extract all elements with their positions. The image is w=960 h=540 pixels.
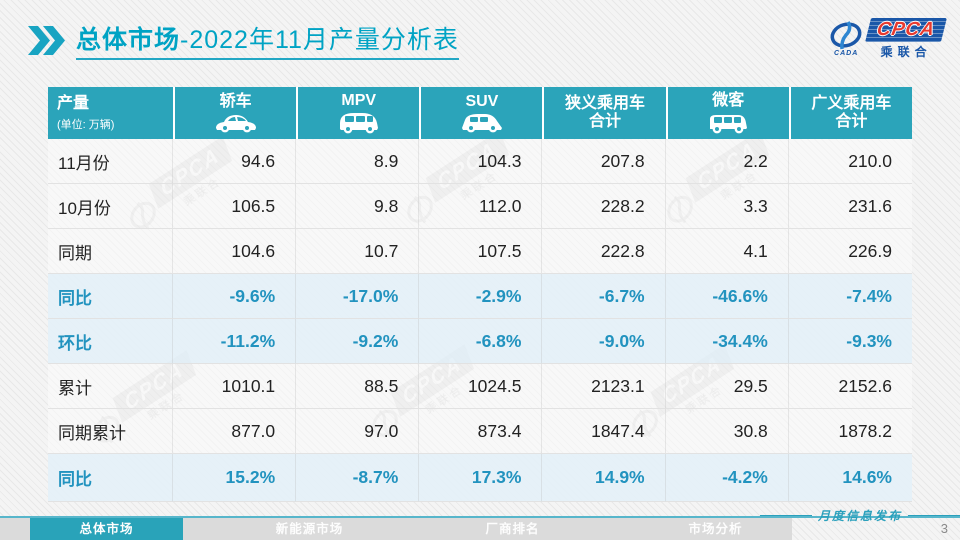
cell-value: -34.4%: [665, 319, 789, 364]
cell-value: 1847.4: [542, 409, 666, 454]
row-label: 10月份: [48, 184, 173, 229]
cell-value: 207.8: [542, 139, 666, 184]
caption-line: [760, 515, 812, 516]
table-row: 同比 -9.6% -17.0% -2.9% -6.7% -46.6% -7.4%: [48, 274, 912, 319]
cell-value: -7.4%: [788, 274, 912, 319]
minibus-icon: [710, 115, 748, 134]
cell-value: 877.0: [173, 409, 297, 454]
cell-value: 88.5: [296, 364, 420, 409]
cell-value: 2152.6: [788, 364, 912, 409]
cell-value: 17.3%: [419, 454, 543, 502]
cell-value: -17.0%: [296, 274, 420, 319]
page-title: 总体市场-2022年11月产量分析表: [76, 26, 459, 60]
cell-value: -6.7%: [542, 274, 666, 319]
cell-value: 222.8: [542, 229, 666, 274]
title-rest: -2022年11月产量分析表: [180, 26, 459, 54]
cell-value: -2.9%: [419, 274, 543, 319]
row-label: 同期: [48, 229, 173, 274]
row-label: 11月份: [48, 139, 173, 184]
table-row: 10月份 106.5 9.8 112.0 228.2 3.3 231.6: [48, 184, 912, 229]
tab-overall-market[interactable]: 总体市场: [30, 518, 183, 540]
cell-value: 1024.5: [419, 364, 543, 409]
cell-value: 228.2: [542, 184, 666, 229]
cell-value: 107.5: [419, 229, 543, 274]
cell-value: 2123.1: [542, 364, 666, 409]
table-row: 11月份 94.6 8.9 104.3 207.8 2.2 210.0: [48, 139, 912, 184]
cpca-logo: CADA CPCA 乘联合: [828, 18, 947, 60]
tab-market-analysis[interactable]: 市场分析: [688, 522, 743, 536]
logo-subtitle: 乘联合: [880, 45, 932, 59]
row-label: 环比: [48, 319, 173, 364]
cell-value: 29.5: [665, 364, 789, 409]
row-label: 同期累计: [48, 409, 173, 454]
cell-value: 14.6%: [788, 454, 912, 502]
cell-value: 1878.2: [788, 409, 912, 454]
tab-nev-market[interactable]: 新能源市场: [275, 522, 344, 536]
caption-line: [908, 515, 960, 516]
column-header-production: 产量 (单位: 万辆): [48, 87, 173, 139]
cell-value: -4.2%: [665, 454, 789, 502]
table-header-row: 产量 (单位: 万辆) 轿车 MPV: [48, 87, 912, 139]
cell-value: -11.2%: [173, 319, 297, 364]
column-header-mpv: MPV: [296, 87, 420, 139]
cell-value: 1010.1: [173, 364, 297, 409]
monthly-release-caption: 月度信息发布: [760, 507, 960, 524]
cell-value: 30.8: [665, 409, 789, 454]
row-label: 同比: [48, 454, 173, 502]
cell-value: 3.3: [665, 184, 789, 229]
double-chevron-icon: [28, 26, 65, 55]
column-header-sedan: 轿车: [173, 87, 297, 139]
cell-value: 10.7: [296, 229, 420, 274]
cell-value: 210.0: [788, 139, 912, 184]
cell-value: -9.2%: [296, 319, 420, 364]
cell-value: 104.3: [419, 139, 543, 184]
cpca-emblem-icon: [830, 21, 862, 50]
page-title-row: 总体市场-2022年11月产量分析表: [28, 26, 459, 60]
table-row: 同比 15.2% -8.7% 17.3% 14.9% -4.2% 14.6%: [48, 454, 912, 502]
cell-value: 112.0: [419, 184, 543, 229]
column-header-minibus: 微客: [665, 87, 789, 139]
cell-value: -9.3%: [788, 319, 912, 364]
column-header-suv: SUV: [419, 87, 543, 139]
cell-value: -46.6%: [665, 274, 789, 319]
column-header-broad-pv-total: 广义乘用车 合计: [788, 87, 912, 139]
mpv-icon: [339, 113, 378, 134]
tab-oem-ranking[interactable]: 厂商排名: [485, 522, 540, 536]
cell-value: -8.7%: [296, 454, 420, 502]
table-row: 同期累计 877.0 97.0 873.4 1847.4 30.8 1878.2: [48, 409, 912, 454]
cell-value: -6.8%: [419, 319, 543, 364]
table-row: 同期 104.6 10.7 107.5 222.8 4.1 226.9: [48, 229, 912, 274]
cell-value: 2.2: [665, 139, 789, 184]
column-header-narrow-pv-total: 狭义乘用车 合计: [542, 87, 666, 139]
cell-value: 226.9: [788, 229, 912, 274]
footer-tab-bar: 总体市场 新能源市场 厂商排名 市场分析: [0, 518, 792, 540]
cell-value: 231.6: [788, 184, 912, 229]
sedan-icon: [215, 114, 256, 133]
title-section: 总体市场: [76, 26, 181, 54]
cell-value: 15.2%: [173, 454, 297, 502]
cell-value: 14.9%: [542, 454, 666, 502]
cell-value: -9.0%: [542, 319, 666, 364]
cell-value: 873.4: [419, 409, 543, 454]
emblem-caption: CADA: [834, 50, 859, 57]
table-row: 环比 -11.2% -9.2% -6.8% -9.0% -34.4% -9.3%: [48, 319, 912, 364]
cell-value: -9.6%: [173, 274, 297, 319]
row-label: 累计: [48, 364, 173, 409]
page-number: 3: [940, 521, 948, 536]
production-table: 产量 (单位: 万辆) 轿车 MPV: [48, 87, 912, 502]
cell-value: 106.5: [173, 184, 297, 229]
suv-icon: [461, 114, 502, 133]
cell-value: 97.0: [296, 409, 420, 454]
cell-value: 104.6: [173, 229, 297, 274]
cell-value: 94.6: [173, 139, 297, 184]
footer-divider: [0, 516, 960, 518]
cell-value: 9.8: [296, 184, 420, 229]
cpca-wordmark: CPCA: [865, 18, 947, 42]
table-row: 累计 1010.1 88.5 1024.5 2123.1 29.5 2152.6: [48, 364, 912, 409]
cpca-emblem: CADA: [828, 21, 864, 57]
cell-value: 8.9: [296, 139, 420, 184]
cell-value: 4.1: [665, 229, 789, 274]
row-label: 同比: [48, 274, 173, 319]
